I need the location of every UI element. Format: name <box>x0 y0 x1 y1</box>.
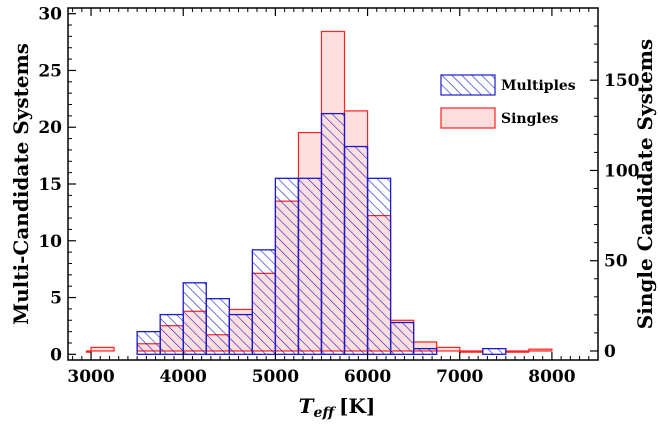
axis-ticks <box>68 8 599 360</box>
legend: Multiples Singles <box>440 74 576 129</box>
multiples-bar <box>251 249 277 355</box>
y-left-tick-label: 25 <box>38 61 62 81</box>
y-left-tick-label: 5 <box>50 289 62 309</box>
y-right-tick-label: 100 <box>604 161 640 181</box>
multiples-bar <box>159 313 184 355</box>
singles-bar <box>90 346 115 352</box>
x-tick-label: 6000 <box>344 367 391 387</box>
y-left-tick-label: 10 <box>38 232 62 252</box>
y-axis-right-title: Single Candidate Systems <box>633 39 657 329</box>
legend-label-singles: Singles <box>501 111 559 127</box>
multiples-bar <box>320 112 346 355</box>
y-left-tick-label: 15 <box>38 175 62 195</box>
singles-bar <box>459 350 484 353</box>
y-axis-left-title: Multi-Candidate Systems <box>9 43 33 325</box>
y-left-tick-label: 30 <box>38 5 62 25</box>
y-left-tick-label: 0 <box>50 345 62 365</box>
multiples-bar <box>274 177 300 355</box>
multiples-bar <box>482 347 507 355</box>
multiples-bar <box>205 298 230 355</box>
multiples-bar <box>389 321 415 355</box>
legend-swatch-singles <box>440 107 496 129</box>
x-tick-label: 3000 <box>67 367 114 387</box>
singles-bar <box>436 346 461 352</box>
multiples-bar <box>136 330 161 355</box>
y-left-tick-label: 20 <box>38 118 62 138</box>
axis-tick-labels: 3000 4000 5000 6000 7000 8000 0 5 10 15 20 25 30 0 50 1… <box>38 5 639 387</box>
x-tick-label: 7000 <box>436 367 483 387</box>
x-axis-title: Teff [K] <box>299 394 376 421</box>
multiples-bar <box>343 145 369 355</box>
legend-swatch-multiples <box>440 74 496 96</box>
singles-bar <box>528 348 553 352</box>
x-tick-label: 5000 <box>252 367 299 387</box>
x-tick-label: 4000 <box>160 367 207 387</box>
singles-bar <box>85 350 92 353</box>
multiples-bar <box>413 347 438 355</box>
multiples-bar <box>366 177 392 355</box>
x-axis-title-sub: eff <box>314 405 337 421</box>
multiples-series <box>136 112 507 355</box>
x-tick-label: 8000 <box>528 367 575 387</box>
singles-bar <box>505 350 530 353</box>
y-right-tick-label: 50 <box>604 252 628 272</box>
multiples-bar <box>182 282 207 355</box>
multiples-bar <box>228 313 253 355</box>
y-right-tick-label: 150 <box>604 71 640 91</box>
x-axis-title-unit: [K] <box>339 394 375 418</box>
multiples-bar <box>297 177 323 355</box>
y-right-tick-label: 0 <box>604 342 616 362</box>
x-axis-title-main: T <box>299 394 316 418</box>
legend-label-multiples: Multiples <box>501 78 576 94</box>
